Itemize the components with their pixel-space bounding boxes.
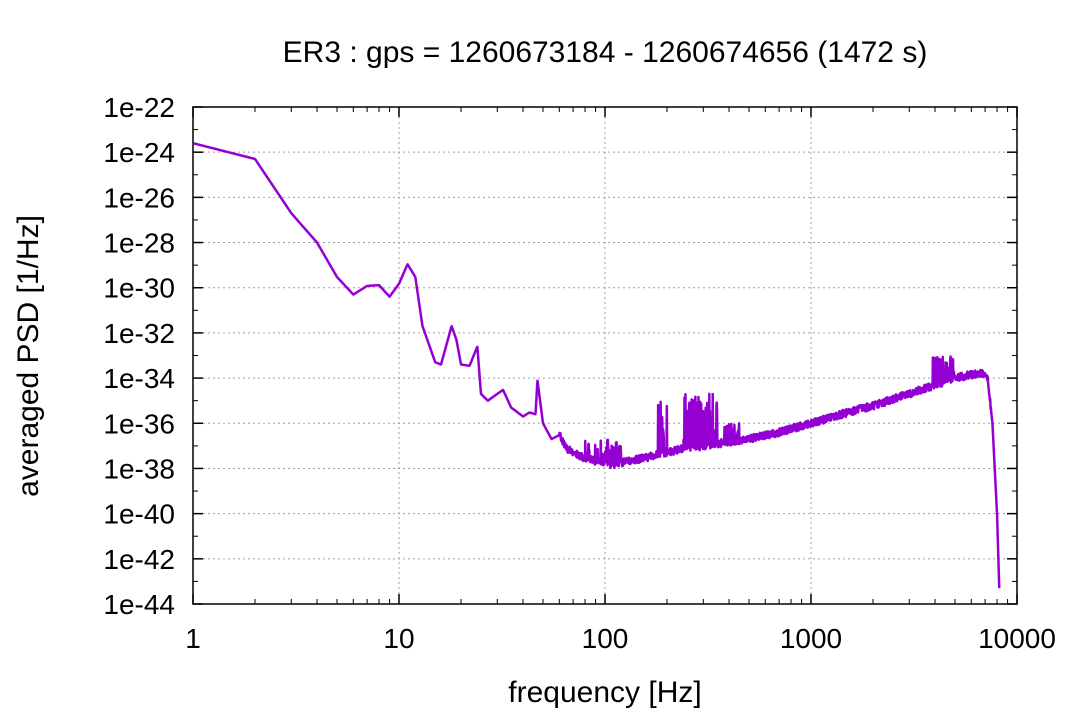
y-tick-label: 1e-32 [103,318,175,349]
plot-frame [192,106,1018,605]
x-axis-label: frequency [Hz] [508,676,701,709]
grid [193,107,1017,604]
chart-title: ER3 : gps = 1260673184 - 1260674656 (147… [283,36,928,69]
y-tick-label: 1e-26 [103,182,175,213]
y-tick-labels: 1e-22 1e-24 1e-26 1e-28 1e-30 1e-32 1e-34 1e-36… [103,92,175,620]
x-tick-label: 1000 [780,623,842,654]
y-tick-label: 1e-38 [103,453,175,484]
y-tick-label: 1e-42 [103,544,175,575]
x-tick-labels: 1 10 100 1000 10000 [185,623,1056,654]
y-tick-label: 1e-24 [103,137,175,168]
y-tick-label: 1e-30 [103,273,175,304]
x-tick-label: 10000 [978,623,1056,654]
psd-series-line [192,141,1001,589]
x-tick-label: 1 [185,623,201,654]
y-tick-label: 1e-36 [103,408,175,439]
axis-ticks [192,106,1018,605]
series-layer [192,141,1001,589]
y-tick-label: 1e-44 [103,589,175,620]
y-axis-label: averaged PSD [1/Hz] [12,215,45,497]
y-tick-label: 1e-34 [103,363,175,394]
x-tick-label: 10 [383,623,414,654]
y-tick-label: 1e-40 [103,499,175,530]
y-tick-label: 1e-22 [103,92,175,123]
x-tick-label: 100 [582,623,629,654]
y-tick-label: 1e-28 [103,228,175,259]
